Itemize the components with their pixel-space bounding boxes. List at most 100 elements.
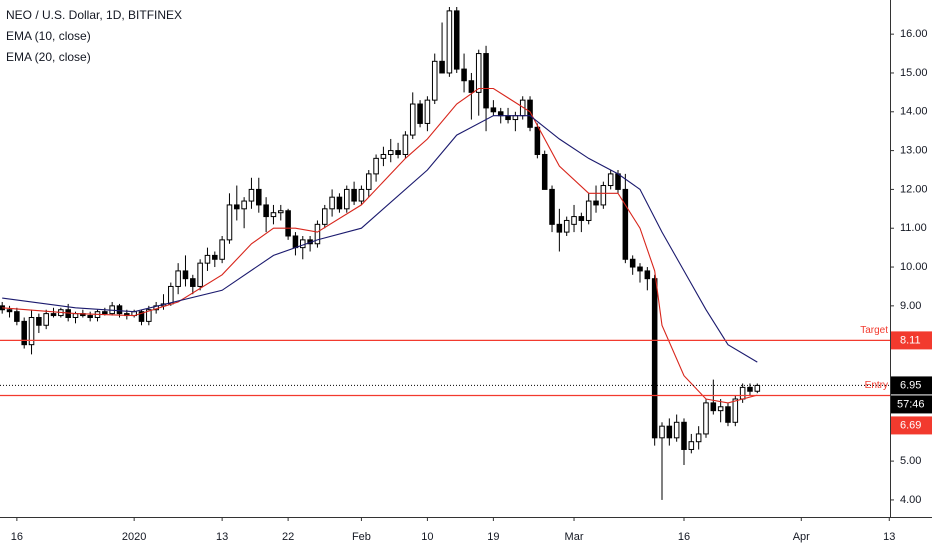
candle-body	[402, 134, 409, 155]
candle-body	[263, 204, 269, 218]
candle-body	[600, 185, 607, 206]
candle-body	[644, 270, 651, 280]
y-tick-label: 9.00	[900, 300, 921, 312]
level-tag	[891, 331, 932, 350]
candle-body	[321, 208, 328, 225]
candle-body	[578, 216, 585, 221]
candle-body	[146, 309, 152, 322]
level-tag	[891, 416, 932, 435]
candle-body	[241, 200, 247, 210]
plot	[0, 6, 761, 500]
candle-body	[483, 53, 489, 109]
y-tick-label: 16.00	[900, 28, 928, 40]
ema-line	[2, 115, 758, 363]
candle-body	[226, 204, 233, 241]
candle-body	[717, 406, 724, 412]
x-tick-label: Feb	[352, 531, 371, 543]
candle-body	[212, 254, 218, 260]
candle-body	[622, 188, 629, 260]
candle-body	[490, 107, 497, 113]
candle-body	[461, 68, 467, 82]
level-name: Entry	[865, 380, 888, 391]
candle-body	[739, 386, 746, 400]
candle-body	[182, 270, 189, 280]
candle-body	[563, 219, 570, 233]
candle-body	[43, 313, 49, 326]
x-tick-label: 10	[421, 531, 433, 543]
candle-body	[278, 210, 284, 214]
candle-body	[358, 188, 365, 202]
legend-entry: EMA (20, close)	[6, 50, 91, 64]
y-tick-label: 5.00	[900, 455, 921, 467]
candle-body	[629, 258, 636, 268]
candle-body	[651, 278, 658, 439]
y-tick-label: 15.00	[900, 67, 928, 79]
candle-body	[387, 150, 394, 155]
candle-body	[270, 212, 277, 218]
candle-body	[351, 188, 357, 202]
candle-body	[725, 406, 731, 423]
candle-body	[534, 126, 541, 155]
x-tick-label: 19	[487, 531, 499, 543]
x-tick-label: Apr	[793, 531, 810, 543]
candle-body	[754, 384, 761, 392]
candle-body	[527, 99, 533, 128]
candle-body	[571, 216, 577, 225]
candle-body	[50, 313, 57, 317]
y-tick-label: 10.00	[900, 261, 928, 273]
level-tag-label: 6.69	[900, 419, 921, 431]
candle-body	[336, 196, 343, 210]
candle-body	[314, 223, 321, 245]
candle-body	[556, 223, 563, 233]
candle-body	[549, 188, 555, 225]
countdown-tag	[891, 395, 932, 414]
x-tick-label: Mar	[565, 531, 584, 543]
candle-body	[36, 316, 42, 326]
candle-body	[424, 99, 431, 124]
candle-body	[475, 53, 482, 93]
candle-body	[607, 173, 614, 187]
candle-body	[292, 235, 299, 249]
candle-body	[234, 204, 240, 210]
chart-title: NEO / U.S. Dollar, 1D, BITFINEX	[6, 8, 182, 22]
candle-body	[409, 103, 416, 136]
candle-body	[14, 311, 20, 322]
x-tick-label: 16	[11, 531, 23, 543]
y-tick-label: 14.00	[900, 106, 928, 118]
candle-body	[329, 196, 335, 210]
x-tick-label: 13	[216, 531, 228, 543]
candle-body	[395, 150, 401, 155]
candle-body	[21, 320, 27, 346]
candle-body	[688, 441, 695, 450]
candle-body	[681, 421, 687, 450]
candle-body	[637, 266, 643, 272]
candle-body	[673, 421, 680, 439]
candle-body	[695, 433, 702, 443]
candle-body	[453, 10, 460, 70]
candle-body	[256, 188, 262, 206]
candle-body	[615, 173, 621, 190]
candle-body	[28, 316, 35, 346]
candle-body	[87, 315, 93, 318]
y-tick-label: 4.00	[900, 494, 921, 506]
candle-body	[703, 402, 709, 435]
x-tick-label: 16	[678, 531, 690, 543]
legend-entry: EMA (10, close)	[6, 29, 91, 43]
candle-body	[102, 311, 108, 315]
candle-body	[593, 200, 599, 206]
ema-line	[2, 87, 758, 404]
candle-body	[300, 239, 306, 249]
last-price-label: 6.95	[900, 379, 921, 391]
candle-body	[343, 188, 350, 210]
candle-body	[666, 425, 673, 439]
candle-body	[446, 10, 453, 74]
candle-body	[541, 153, 548, 190]
candle-body	[6, 309, 13, 313]
last-price-tag	[891, 376, 932, 395]
candle-body	[497, 111, 504, 117]
candle-body	[585, 200, 592, 221]
candle-body	[175, 270, 181, 287]
candle-body	[439, 60, 445, 74]
